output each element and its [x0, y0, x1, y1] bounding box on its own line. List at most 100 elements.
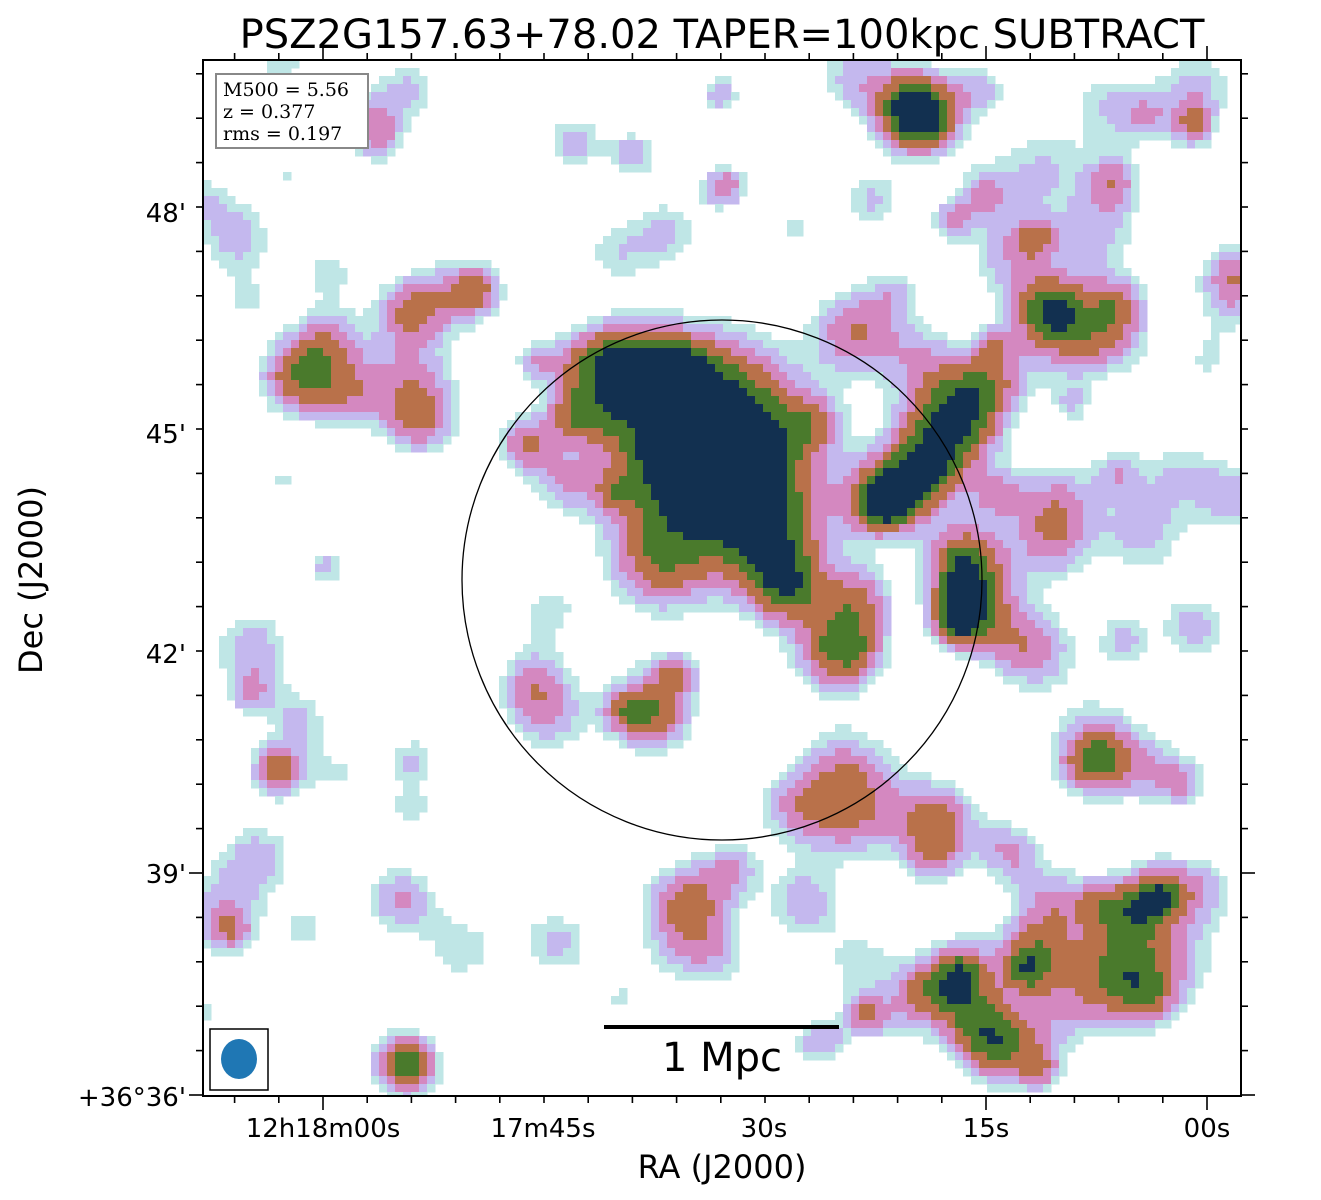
heatmap-cell — [675, 436, 684, 445]
heatmap-cell — [883, 188, 892, 197]
heatmap-cell — [579, 420, 588, 429]
heatmap-cell — [443, 388, 452, 397]
heatmap-cell — [859, 188, 868, 197]
heatmap-cell — [707, 380, 716, 389]
heatmap-cell — [1211, 308, 1220, 317]
heatmap-cell — [811, 548, 820, 557]
heatmap-cell — [1099, 132, 1108, 141]
heatmap-cell — [635, 340, 644, 349]
heatmap-cell — [1059, 540, 1068, 549]
heatmap-cell — [899, 444, 908, 453]
heatmap-cell — [843, 460, 852, 469]
heatmap-cell — [803, 556, 812, 565]
heatmap-cell — [1115, 532, 1124, 541]
heatmap-cell — [811, 372, 820, 381]
heatmap-cell — [595, 692, 604, 701]
heatmap-cell — [331, 412, 340, 421]
heatmap-cell — [1059, 660, 1068, 669]
heatmap-cell — [699, 404, 708, 413]
heatmap-cell — [555, 668, 564, 677]
heatmap-cell — [1043, 500, 1052, 509]
heatmap-cell — [875, 508, 884, 517]
heatmap-cell — [1051, 636, 1060, 645]
heatmap-cell — [915, 452, 924, 461]
heatmap-cell — [1115, 84, 1124, 93]
heatmap-cell — [243, 668, 252, 677]
heatmap-cell — [667, 332, 676, 341]
heatmap-cell — [579, 468, 588, 477]
heatmap-cell — [931, 108, 940, 117]
heatmap-cell — [555, 676, 564, 685]
heatmap-cell — [891, 476, 900, 485]
heatmap-cell — [955, 92, 964, 101]
heatmap-cell — [571, 340, 580, 349]
heatmap-cell — [523, 652, 532, 661]
heatmap-cell — [971, 220, 980, 229]
heatmap-cell — [971, 628, 980, 637]
heatmap-cell — [739, 524, 748, 533]
heatmap-cell — [603, 556, 612, 565]
heatmap-cell — [1139, 628, 1148, 637]
heatmap-cell — [883, 508, 892, 517]
heatmap-cell — [235, 692, 244, 701]
heatmap-cell — [219, 260, 228, 269]
heatmap-cell — [627, 244, 636, 253]
heatmap-cell — [227, 268, 236, 277]
heatmap-cell — [659, 316, 668, 325]
heatmap-cell — [643, 556, 652, 565]
heatmap-cell — [331, 300, 340, 309]
heatmap-cell — [619, 596, 628, 605]
heatmap-cell — [707, 540, 716, 549]
heatmap-cell — [755, 612, 764, 621]
heatmap-cell — [963, 388, 972, 397]
heatmap-cell — [1019, 340, 1028, 349]
heatmap-cell — [627, 564, 636, 573]
heatmap-cell — [731, 420, 740, 429]
heatmap-cell — [771, 500, 780, 509]
heatmap-cell — [307, 380, 316, 389]
heatmap-cell — [1019, 284, 1028, 293]
heatmap-cell — [395, 324, 404, 333]
heatmap-cell — [427, 372, 436, 381]
heatmap-cell — [235, 268, 244, 277]
heatmap-cell — [1211, 268, 1220, 277]
heatmap-cell — [971, 452, 980, 461]
heatmap-cell — [915, 148, 924, 157]
heatmap-cell — [875, 460, 884, 469]
heatmap-cell — [931, 340, 940, 349]
plot-area: 1 Mpc M500 = 5.56 z = 0.377 rms = 0.197 — [202, 59, 1242, 1097]
heatmap-cell — [1195, 516, 1204, 525]
heatmap-cell — [659, 532, 668, 541]
heatmap-cell — [635, 468, 644, 477]
heatmap-cell — [795, 484, 804, 493]
heatmap-cell — [795, 468, 804, 477]
heatmap-cell — [771, 380, 780, 389]
heatmap-cell — [1035, 612, 1044, 621]
heatmap-cell — [1107, 508, 1116, 517]
heatmap-cell — [611, 228, 620, 237]
heatmap-cell — [395, 388, 404, 397]
heatmap-cell — [1131, 116, 1140, 125]
heatmap-cell — [1027, 628, 1036, 637]
heatmap-cell — [299, 324, 308, 333]
heatmap-cell — [803, 628, 812, 637]
heatmap-cell — [955, 84, 964, 93]
heatmap-cell — [1019, 268, 1028, 277]
heatmap-cell — [667, 244, 676, 253]
heatmap-cell — [339, 276, 348, 285]
heatmap-cell — [1091, 132, 1100, 141]
chart-title: PSZ2G157.63+78.02 TAPER=100kpc SUBTRACT — [240, 12, 1205, 58]
heatmap-cell — [443, 260, 452, 269]
heatmap-cell — [611, 700, 620, 709]
heatmap-cell — [347, 316, 356, 325]
heatmap-cell — [675, 708, 684, 717]
heatmap-cell — [875, 428, 884, 437]
heatmap-cell — [827, 684, 836, 693]
heatmap-cell — [811, 676, 820, 685]
heatmap-cell — [331, 268, 340, 277]
heatmap-cell — [339, 332, 348, 341]
heatmap-cell — [1083, 492, 1092, 501]
heatmap-cell — [1171, 476, 1180, 485]
heatmap-cell — [1075, 220, 1084, 229]
heatmap-cell — [843, 76, 852, 85]
